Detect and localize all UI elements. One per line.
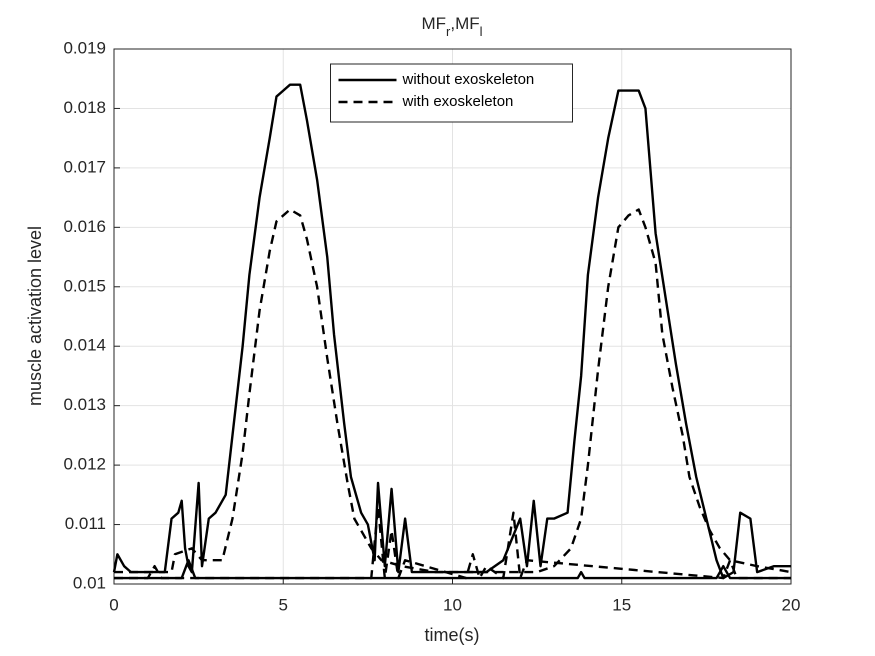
series-line	[114, 559, 791, 580]
y-tick-label: 0.016	[63, 217, 106, 236]
plot-frame	[113, 48, 792, 585]
y-tick-label: 0.01	[73, 573, 106, 592]
series-line	[114, 505, 791, 580]
y-tick-label: 0.012	[63, 455, 106, 474]
legend-label: without exoskeleton	[402, 71, 535, 88]
x-tick-label: 5	[279, 595, 288, 614]
y-tick-label: 0.017	[63, 157, 106, 176]
y-axis-label: muscle activation level	[25, 226, 45, 406]
y-tick-label: 0.014	[63, 336, 106, 355]
title-part: ,MF	[450, 14, 479, 33]
y-tick-label: 0.018	[63, 98, 106, 117]
y-tick-label: 0.015	[63, 276, 106, 295]
legend-label: with exoskeleton	[402, 93, 514, 110]
chart-title: MFr,MFl	[421, 14, 482, 38]
title-part: r	[446, 24, 451, 39]
x-tick-label: 15	[612, 595, 631, 614]
legend-box	[330, 63, 573, 123]
title-part: l	[480, 24, 483, 39]
y-tick-label: 0.019	[63, 38, 106, 57]
x-tick-label: 20	[782, 595, 801, 614]
series-line	[114, 208, 792, 574]
y-tick-label: 0.011	[65, 514, 106, 533]
x-axis-label: time(s)	[425, 625, 480, 645]
x-tick-label: 0	[109, 595, 118, 614]
series-line	[112, 83, 791, 580]
y-tick-label: 0.013	[63, 395, 106, 414]
x-tick-label: 10	[443, 595, 462, 614]
title-part: MF	[421, 14, 446, 33]
